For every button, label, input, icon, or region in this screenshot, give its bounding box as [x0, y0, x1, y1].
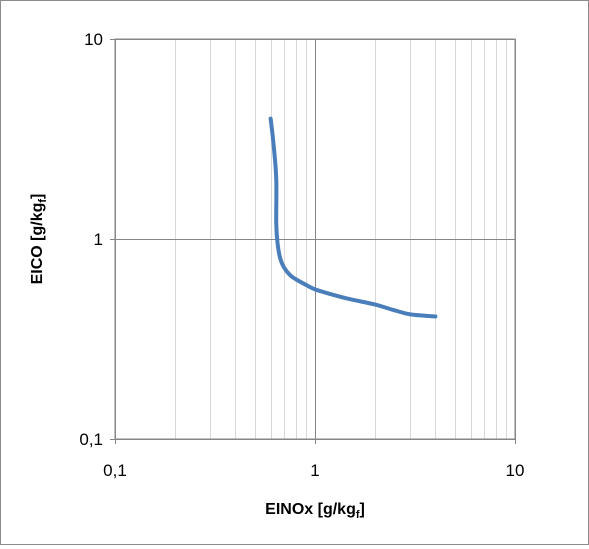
- y-tick-label: 0,1: [79, 430, 103, 449]
- series-line: [268, 116, 438, 319]
- y-tick-label: 1: [94, 230, 103, 249]
- plot-area: [114, 38, 516, 440]
- y-tick-label: 10: [84, 30, 103, 49]
- x-tick-label: 0,1: [103, 461, 127, 480]
- y-axis-title: EICO [g/kgf]: [29, 194, 49, 285]
- x-tick-label: 1: [310, 461, 319, 480]
- x-axis-title: EINOx [g/kgf]: [265, 501, 365, 521]
- grid: [110, 39, 516, 444]
- x-tick-label: 10: [506, 461, 525, 480]
- tick-labels: 0,1 1 10 0,1 1 10: [79, 30, 524, 480]
